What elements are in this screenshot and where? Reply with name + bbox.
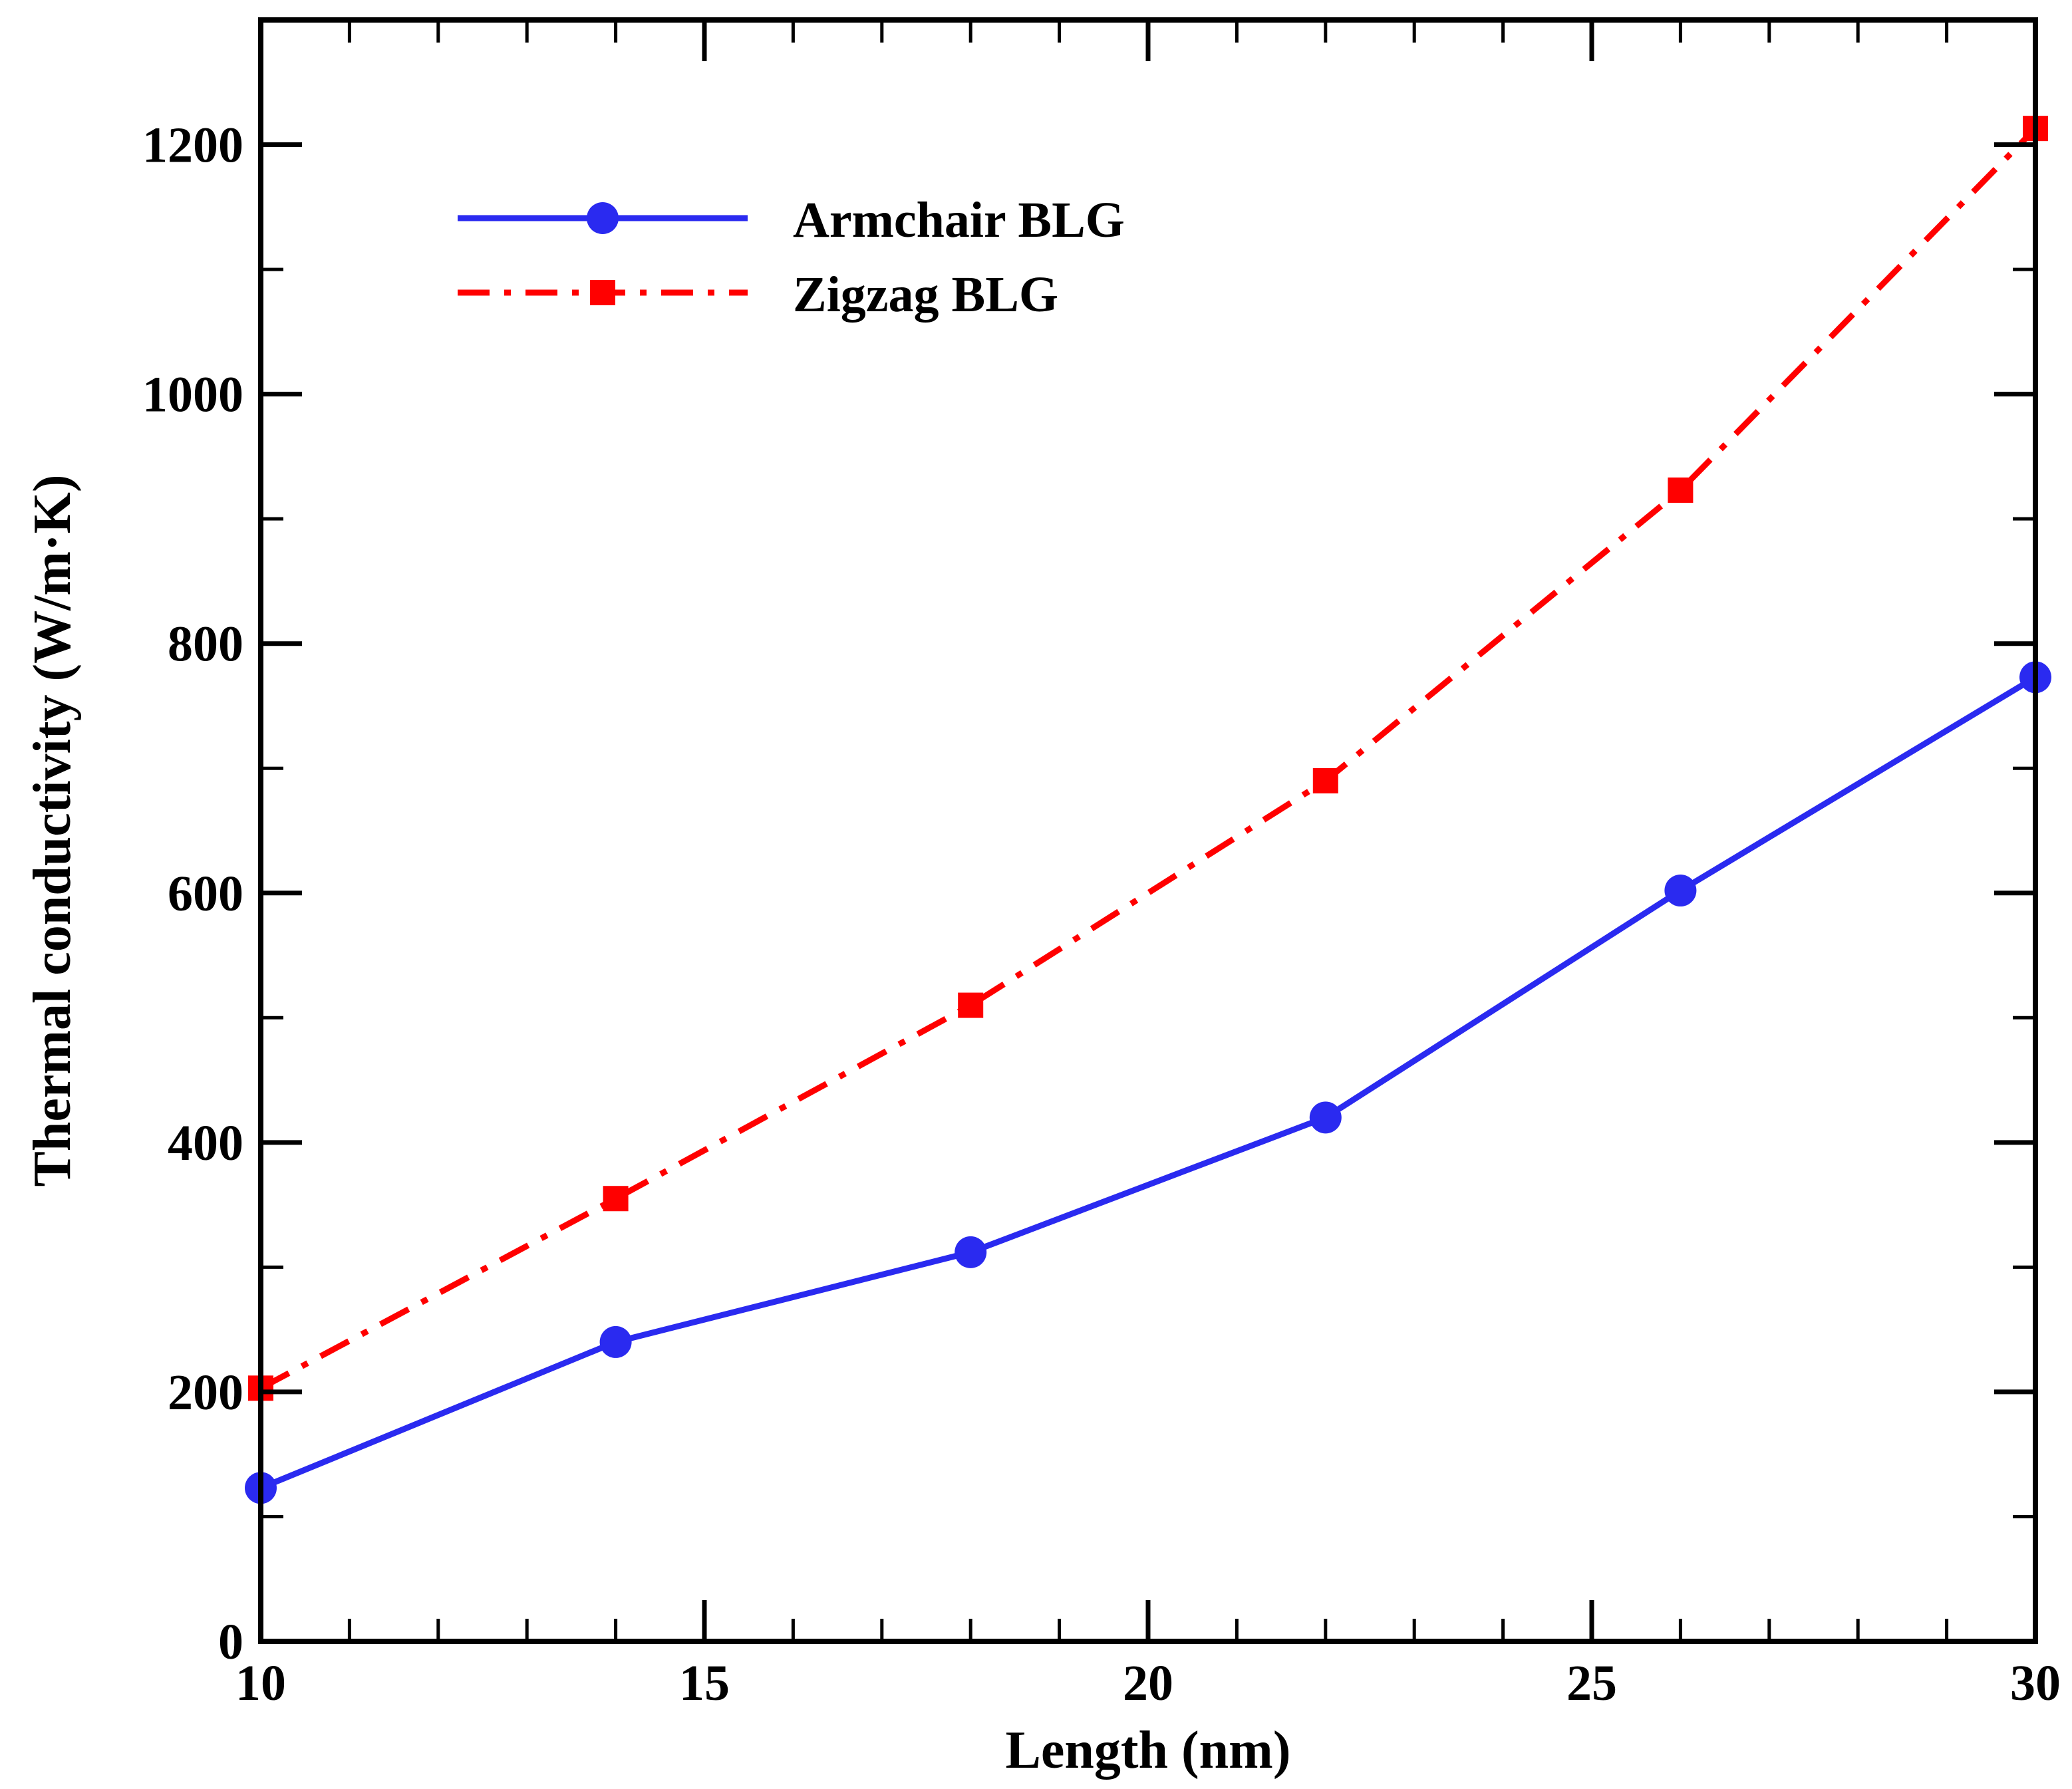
legend-marker-zigzag-blg — [590, 280, 615, 305]
y-tick-label: 200 — [168, 1365, 243, 1421]
y-tick-label: 1200 — [142, 118, 243, 174]
x-tick-label: 20 — [1123, 1655, 1173, 1711]
plot-frame — [258, 17, 2038, 1644]
x-tick-label: 10 — [235, 1655, 286, 1711]
x-tick-label: 25 — [1566, 1655, 1617, 1711]
data-point-zigzag-blg — [1668, 478, 1694, 503]
legend: Armchair BLG Zigzag BLG — [458, 192, 1125, 323]
legend-label-armchair-blg: Armchair BLG — [793, 192, 1125, 248]
series-line-armchair-blg — [259, 674, 2037, 1491]
data-point-armchair-blg — [955, 1236, 987, 1268]
x-axis-label: Length (nm) — [1006, 1721, 1291, 1780]
data-point-zigzag-blg — [958, 992, 984, 1018]
data-point-armchair-blg — [599, 1325, 632, 1358]
x-tick-label: 15 — [679, 1655, 730, 1711]
y-tick-label: 0 — [218, 1614, 243, 1670]
legend-label-zigzag-blg: Zigzag BLG — [793, 267, 1058, 323]
series-layer — [245, 116, 2051, 1504]
series-line-zigzag-blg — [259, 126, 2038, 1391]
data-point-zigzag-blg — [603, 1186, 629, 1212]
y-axis-label: Thermal conductivity (W/m·K) — [23, 474, 82, 1186]
data-point-zigzag-blg — [1312, 767, 1338, 793]
y-tick-label: 1000 — [142, 367, 243, 423]
x-tick-label: 30 — [2010, 1655, 2061, 1711]
y-tick-label: 800 — [168, 617, 243, 672]
legend-marker-armchair-blg — [587, 202, 619, 234]
y-tick-label: 600 — [168, 866, 243, 922]
data-point-armchair-blg — [1309, 1101, 1342, 1134]
ticks-layer: 10 15 20 25 30 0 200 400 600 800 1000 1200 — [142, 18, 2061, 1711]
data-point-armchair-blg — [1664, 875, 1697, 907]
y-tick-label: 400 — [168, 1115, 243, 1171]
